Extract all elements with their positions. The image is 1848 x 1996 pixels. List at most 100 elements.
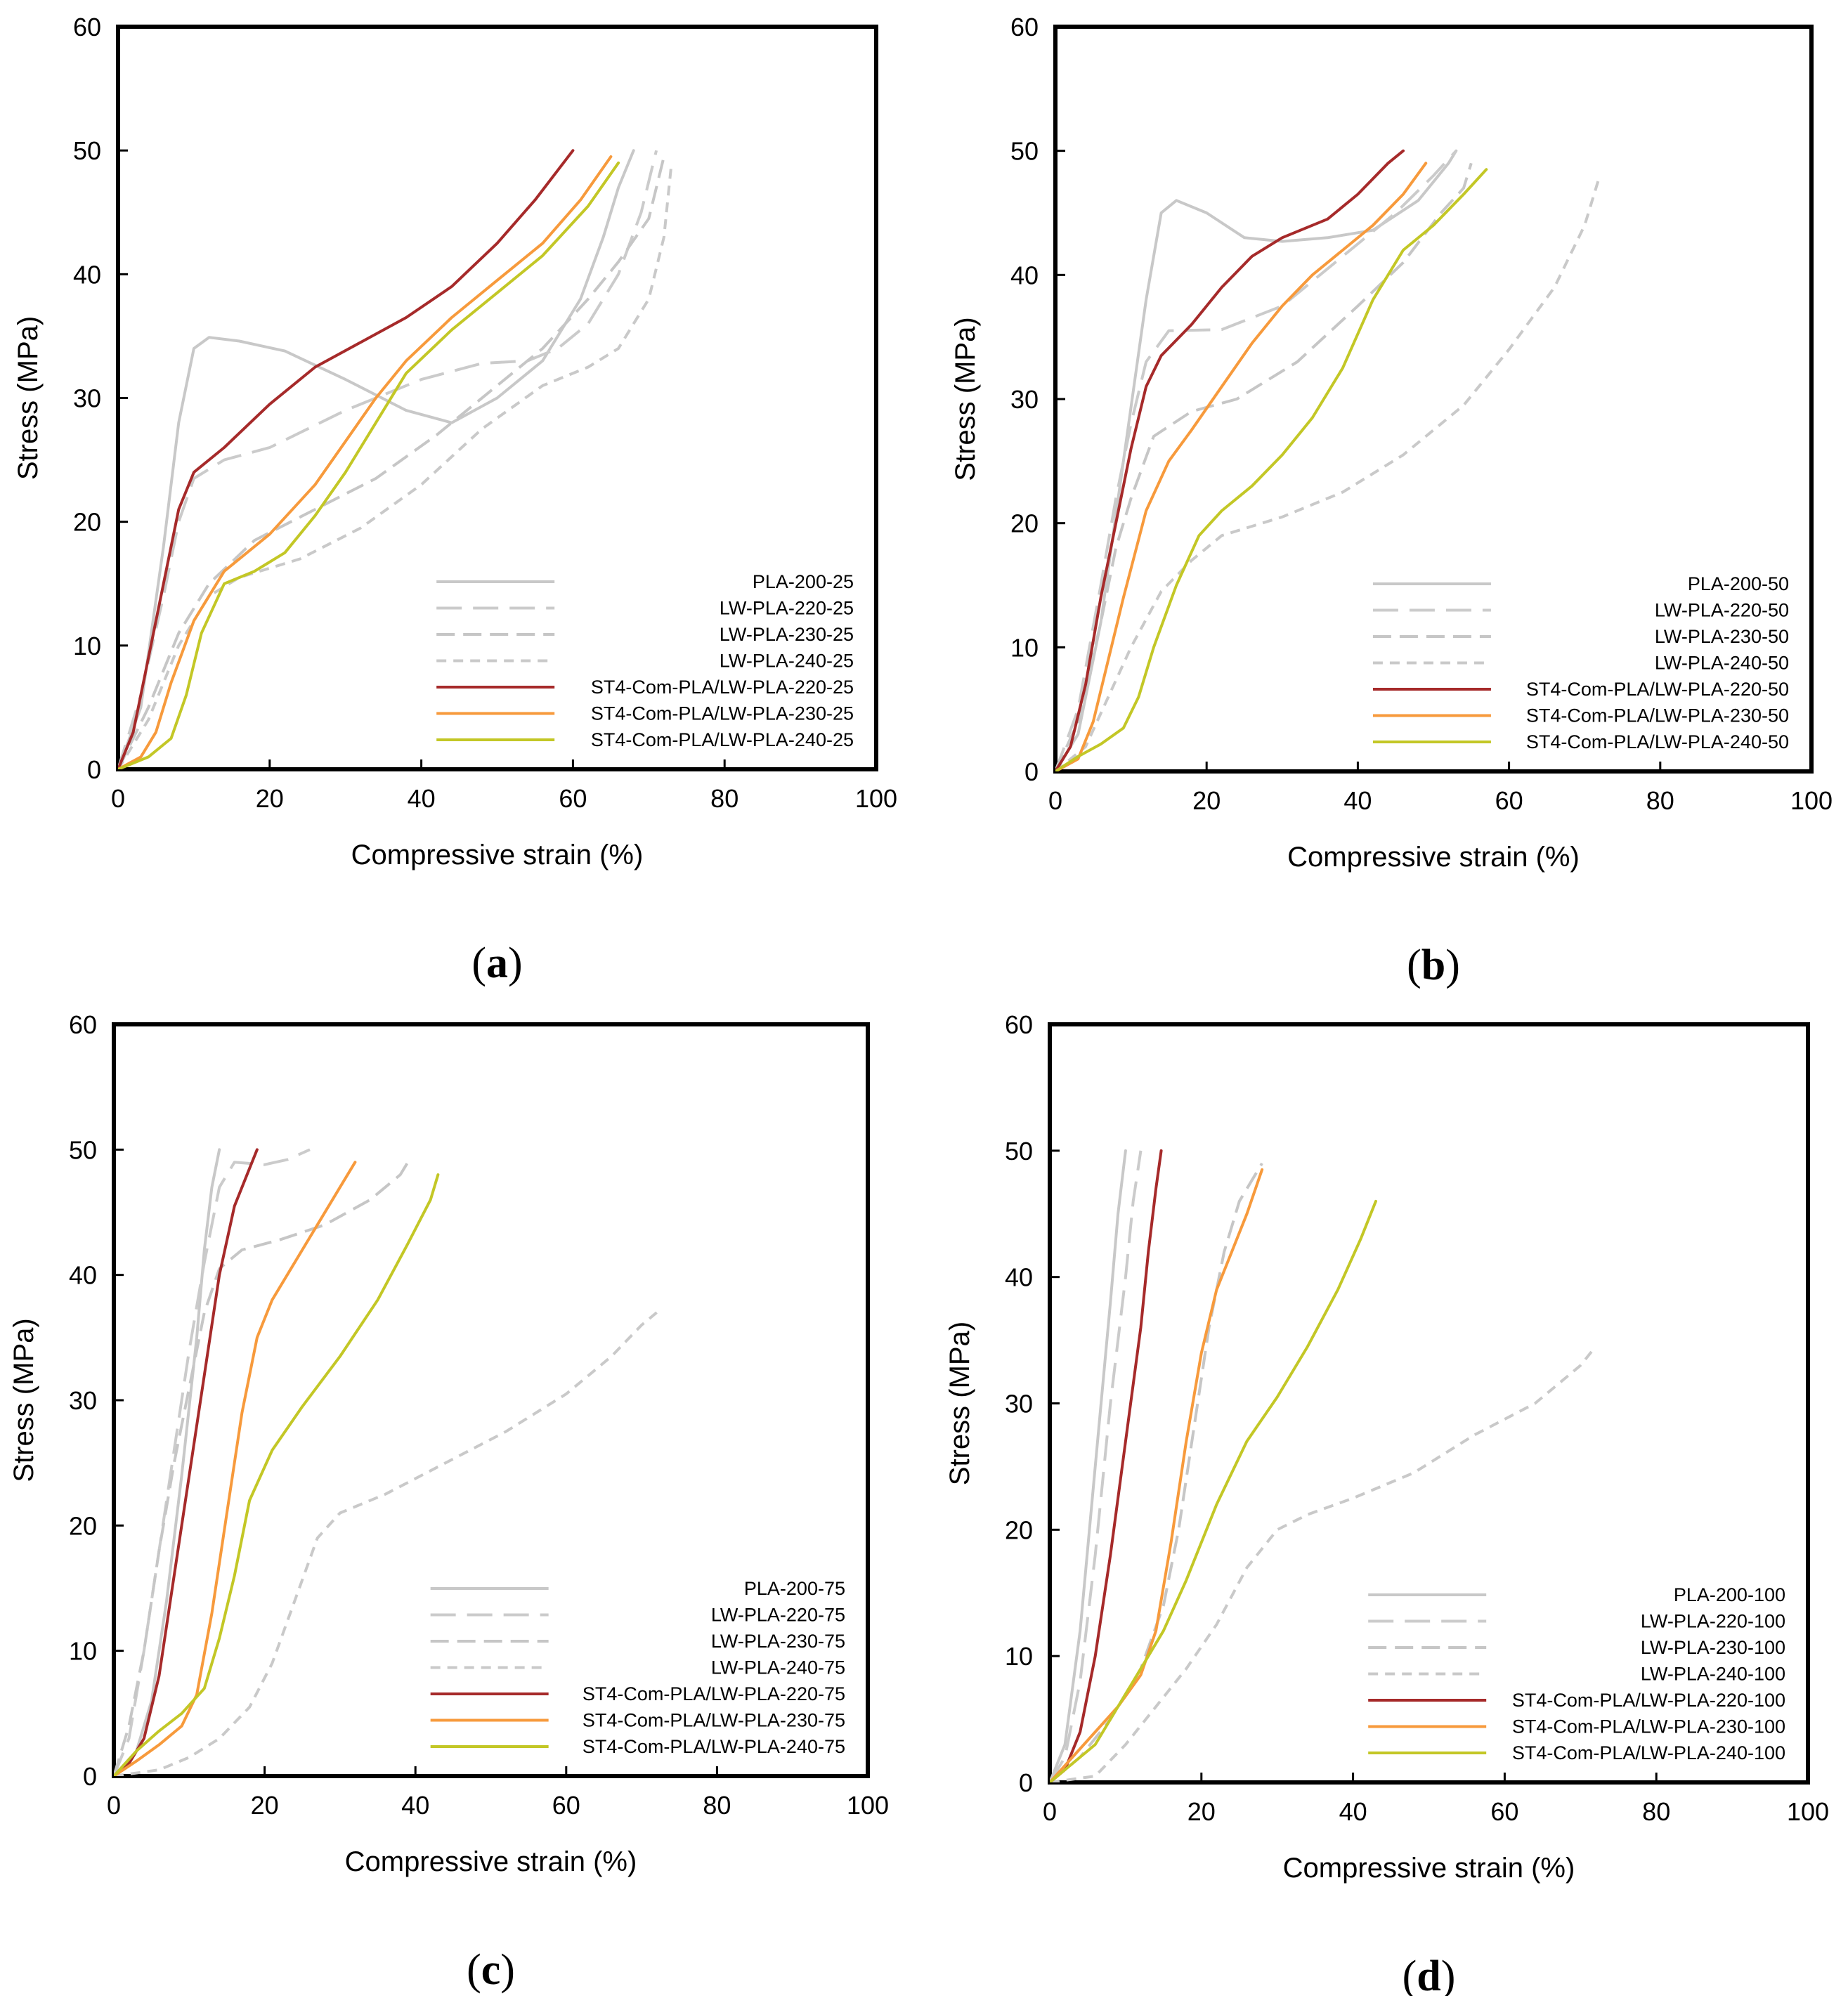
- y-tick-label: 60: [73, 13, 101, 41]
- legend-label: LW-PLA-240-100: [1641, 1664, 1785, 1685]
- x-tick-label: 80: [710, 784, 738, 813]
- series-line-st4-com-pla-lw-pla-220-75: [114, 1148, 259, 1776]
- series-group: [118, 149, 673, 769]
- y-tick-label: 0: [1024, 757, 1039, 786]
- series-line-lw-pla-230-25: [118, 156, 665, 769]
- legend-label: LW-PLA-240-75: [711, 1657, 845, 1678]
- y-tick-label: 30: [1010, 385, 1039, 414]
- x-tick-label: 80: [1642, 1797, 1670, 1826]
- y-tick-label: 60: [1010, 13, 1039, 41]
- x-tick-label: 100: [1790, 786, 1833, 815]
- panel-label: (a): [471, 939, 522, 987]
- y-tick-label: 0: [83, 1762, 97, 1791]
- y-tick-label: 0: [1019, 1768, 1033, 1797]
- panel-label: (d): [1403, 1952, 1456, 1996]
- series-line-lw-pla-220-75: [114, 1148, 311, 1776]
- legend-label: ST4-Com-PLA/LW-PLA-240-100: [1512, 1742, 1785, 1763]
- x-tick-label: 20: [1192, 786, 1221, 815]
- series-line-st4-com-pla-lw-pla-230-75: [114, 1161, 357, 1776]
- y-tick-label: 40: [73, 260, 101, 289]
- series-line-st4-com-pla-lw-pla-220-25: [118, 149, 575, 769]
- legend-label: ST4-Com-PLA/LW-PLA-230-25: [591, 703, 854, 724]
- x-axis-title: Compressive strain (%): [1283, 1853, 1575, 1884]
- x-tick-label: 40: [408, 784, 436, 813]
- y-tick-label: 10: [1005, 1642, 1033, 1671]
- legend-label: LW-PLA-240-50: [1655, 653, 1789, 674]
- series-line-st4-com-pla-lw-pla-240-75: [114, 1173, 440, 1776]
- x-tick-label: 80: [1646, 786, 1674, 815]
- y-tick-label: 50: [1005, 1137, 1033, 1166]
- legend-label: LW-PLA-220-75: [711, 1605, 845, 1626]
- series-line-lw-pla-230-50: [1055, 162, 1473, 771]
- legend-label: LW-PLA-230-25: [720, 624, 854, 645]
- x-tick-label: 0: [1043, 1797, 1057, 1826]
- y-tick-label: 50: [73, 136, 101, 165]
- series-line-lw-pla-240-25: [118, 162, 673, 769]
- x-tick-label: 60: [559, 784, 587, 813]
- series-line-st4-com-pla-lw-pla-240-25: [118, 161, 620, 769]
- y-axis-title: Stress (MPa): [13, 316, 44, 480]
- y-tick-label: 40: [69, 1261, 97, 1290]
- series-line-lw-pla-230-75: [114, 1161, 410, 1776]
- y-axis-title: Stress (MPa): [944, 1322, 975, 1485]
- series-group: [1050, 1149, 1597, 1782]
- y-tick-label: 30: [69, 1386, 97, 1415]
- legend: PLA-200-25 LW-PLA-220-25 LW-PLA-230-25 LW-P…: [436, 571, 854, 750]
- x-tick-label: 100: [855, 784, 897, 813]
- series-line-st4-com-pla-lw-pla-230-25: [118, 155, 613, 769]
- series-line-st4-com-pla-lw-pla-230-100: [1050, 1168, 1264, 1782]
- x-tick-label: 20: [251, 1791, 279, 1820]
- y-tick-label: 50: [1010, 137, 1039, 166]
- series-line-st4-com-pla-lw-pla-230-50: [1055, 162, 1428, 771]
- legend-label: PLA-200-50: [1688, 573, 1789, 594]
- panel-label: (b): [1407, 941, 1460, 989]
- series-line-lw-pla-240-50: [1055, 175, 1601, 771]
- chart-panel-a: 0 20 40 60 80 100 0 10 20 30 40 50 60 Compressive str…: [13, 13, 897, 987]
- series-line-st4-com-pla-lw-pla-220-50: [1055, 149, 1405, 771]
- x-tick-label: 0: [107, 1791, 121, 1820]
- panel-label: (c): [467, 1946, 515, 1994]
- legend-label: ST4-Com-PLA/LW-PLA-240-75: [583, 1736, 845, 1757]
- legend-label: LW-PLA-220-50: [1655, 600, 1789, 621]
- y-tick-label: 60: [69, 1010, 97, 1039]
- series-group: [1055, 149, 1601, 771]
- legend-label: ST4-Com-PLA/LW-PLA-220-25: [591, 677, 854, 698]
- panel-letter: d: [1417, 1952, 1440, 1996]
- series-line-lw-pla-220-25: [118, 150, 658, 769]
- series-line-st4-com-pla-lw-pla-220-100: [1050, 1149, 1163, 1782]
- chart-panel-d: 0 20 40 60 80 100 0 10 20 30 40 50 60 Compressive str…: [944, 1010, 1829, 1996]
- panel-letter: c: [481, 1946, 501, 1994]
- legend-label: PLA-200-100: [1674, 1584, 1785, 1605]
- x-tick-label: 20: [1187, 1797, 1216, 1826]
- legend: PLA-200-75 LW-PLA-220-75 LW-PLA-230-75 LW-P…: [430, 1578, 845, 1757]
- y-axis-title: Stress (MPa): [8, 1318, 39, 1482]
- y-tick-label: 10: [1010, 633, 1039, 662]
- y-tick-label: 30: [73, 384, 101, 413]
- series-line-lw-pla-230-100: [1050, 1162, 1263, 1782]
- y-tick-label: 40: [1005, 1263, 1033, 1292]
- legend-label: LW-PLA-220-25: [720, 598, 854, 619]
- legend-label: PLA-200-75: [744, 1578, 845, 1599]
- legend-label: LW-PLA-230-75: [711, 1631, 845, 1652]
- y-tick-label: 20: [1010, 509, 1039, 538]
- x-axis-title: Compressive strain (%): [345, 1846, 637, 1877]
- series-line-lw-pla-220-50: [1055, 150, 1457, 771]
- legend: PLA-200-50 LW-PLA-220-50 LW-PLA-230-50 LW-P…: [1372, 573, 1789, 752]
- y-tick-label: 50: [69, 1135, 97, 1164]
- chart-panel-b: 0 20 40 60 80 100 0 10 20 30 40 50 60 Compressive str…: [950, 13, 1833, 989]
- y-axis-title: Stress (MPa): [950, 317, 981, 481]
- legend: PLA-200-100 LW-PLA-220-100 LW-PLA-230-100 L…: [1368, 1584, 1785, 1763]
- series-line-lw-pla-240-100: [1050, 1345, 1597, 1782]
- legend-label: LW-PLA-240-25: [720, 651, 854, 672]
- series-line-lw-pla-220-100: [1050, 1150, 1143, 1782]
- y-tick-label: 10: [73, 632, 101, 660]
- series-line-st4-com-pla-lw-pla-240-50: [1055, 168, 1488, 771]
- y-tick-label: 40: [1010, 261, 1039, 289]
- legend-label: LW-PLA-220-100: [1641, 1611, 1785, 1632]
- chart-panel-c: 0 20 40 60 80 100 0 10 20 30 40 50 60 Compressive str…: [8, 1010, 889, 1994]
- x-tick-label: 40: [1339, 1797, 1367, 1826]
- x-tick-label: 0: [1048, 786, 1062, 815]
- legend-label: LW-PLA-230-100: [1641, 1637, 1785, 1658]
- legend-label: ST4-Com-PLA/LW-PLA-220-75: [583, 1683, 845, 1704]
